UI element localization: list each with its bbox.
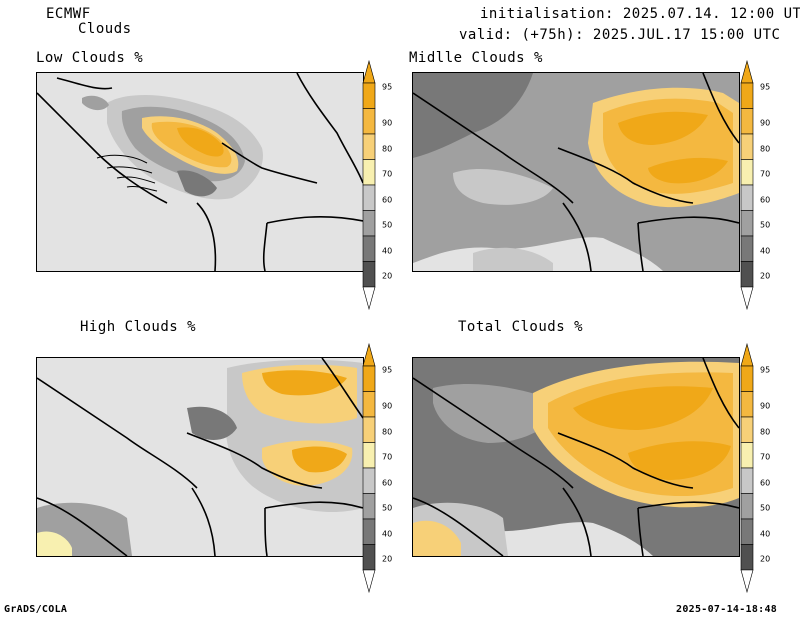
colorbar-top-triangle (362, 60, 376, 84)
colorbar-block-90 (362, 108, 376, 135)
colorbar-block-60 (740, 467, 754, 494)
colorbar-block-50 (362, 493, 376, 520)
colorbar-label: 70 (382, 452, 393, 462)
colorbar-block-80 (362, 416, 376, 443)
colorbar-block-90 (740, 108, 754, 135)
colorbar-label: 70 (760, 169, 771, 179)
colorbar-block-90 (740, 391, 754, 418)
colorbar-label: 90 (382, 401, 393, 411)
colorbar-label: 40 (760, 529, 771, 539)
map-panel-low-clouds (36, 72, 364, 272)
footer-software: GrADS/COLA (4, 604, 68, 615)
colorbar-label: 40 (382, 529, 393, 539)
colorbar-label: 20 (382, 271, 393, 281)
colorbar-label: 20 (382, 554, 393, 564)
colorbar-block-95 (740, 82, 754, 109)
colorbar-block-40 (362, 518, 376, 545)
colorbar-label: 95 (382, 365, 393, 375)
colorbar-label: 40 (382, 246, 393, 256)
colorbar-label: 95 (382, 82, 393, 92)
model-label: ECMWF (46, 6, 91, 22)
map-panel-middle-clouds (412, 72, 740, 272)
panel-title-total: Total Clouds % (458, 319, 584, 335)
panel-title-high: High Clouds % (80, 319, 197, 335)
colorbar-label: 90 (760, 401, 771, 411)
colorbar-top-triangle (362, 343, 376, 367)
colorbar-label: 50 (382, 503, 393, 513)
panel-title-middle: Midlle Clouds % (409, 50, 543, 66)
colorbar-label: 50 (760, 220, 771, 230)
colorbar-label: 20 (760, 271, 771, 281)
colorbar-block-20 (740, 261, 754, 288)
colorbar-block-50 (740, 493, 754, 520)
colorbar-bottom-triangle (740, 286, 754, 310)
init-time: initialisation: 2025.07.14. 12:00 UTC (480, 6, 800, 22)
colorbar-label: 40 (760, 246, 771, 256)
map-panel-high-clouds (36, 357, 364, 557)
colorbar-block-80 (740, 133, 754, 160)
colorbar-label: 90 (760, 118, 771, 128)
colorbar-label: 90 (382, 118, 393, 128)
colorbar-label: 60 (382, 478, 393, 488)
colorbar-label: 60 (760, 195, 771, 205)
colorbar-block-90 (362, 391, 376, 418)
colorbar-block-70 (740, 442, 754, 469)
map-panel-total-clouds (412, 357, 740, 557)
middle-clouds-map (413, 73, 739, 271)
colorbar-label: 80 (382, 144, 393, 154)
colorbar-bottom-triangle (362, 286, 376, 310)
colorbar-label: 60 (760, 478, 771, 488)
colorbar-label: 60 (382, 195, 393, 205)
colorbar-block-80 (362, 133, 376, 160)
colorbar-block-20 (362, 544, 376, 571)
total-clouds-map (413, 358, 739, 556)
colorbar-block-40 (740, 518, 754, 545)
colorbar-block-50 (740, 210, 754, 237)
colorbar-block-70 (740, 159, 754, 186)
colorbar-top-triangle (740, 60, 754, 84)
colorbar-label: 50 (760, 503, 771, 513)
high-clouds-map (37, 358, 363, 556)
colorbar-top-triangle (740, 343, 754, 367)
colorbar-block-95 (740, 365, 754, 392)
colorbar-block-60 (362, 184, 376, 211)
colorbar-block-80 (740, 416, 754, 443)
colorbar-block-95 (362, 82, 376, 109)
colorbar-label: 70 (760, 452, 771, 462)
colorbar-block-50 (362, 210, 376, 237)
footer-timestamp: 2025-07-14-18:48 (676, 604, 778, 615)
low-clouds-map (37, 73, 363, 271)
valid-time: valid: (+75h): 2025.JUL.17 15:00 UTC (459, 27, 781, 43)
colorbar-label: 80 (760, 144, 771, 154)
colorbar-label: 20 (760, 554, 771, 564)
colorbar-label: 95 (760, 365, 771, 375)
colorbar-block-40 (362, 235, 376, 262)
colorbar-label: 50 (382, 220, 393, 230)
colorbar-block-20 (362, 261, 376, 288)
colorbar-block-40 (740, 235, 754, 262)
colorbar-block-70 (362, 159, 376, 186)
colorbar-block-60 (740, 184, 754, 211)
colorbar-block-70 (362, 442, 376, 469)
colorbar-bottom-triangle (362, 569, 376, 593)
colorbar-label: 80 (382, 427, 393, 437)
colorbar-block-20 (740, 544, 754, 571)
panel-title-low: Low Clouds % (36, 50, 144, 66)
colorbar-label: 80 (760, 427, 771, 437)
colorbar-label: 95 (760, 82, 771, 92)
colorbar-label: 70 (382, 169, 393, 179)
colorbar-block-95 (362, 365, 376, 392)
colorbar-block-60 (362, 467, 376, 494)
parameter-label: Clouds (78, 21, 132, 37)
colorbar-bottom-triangle (740, 569, 754, 593)
